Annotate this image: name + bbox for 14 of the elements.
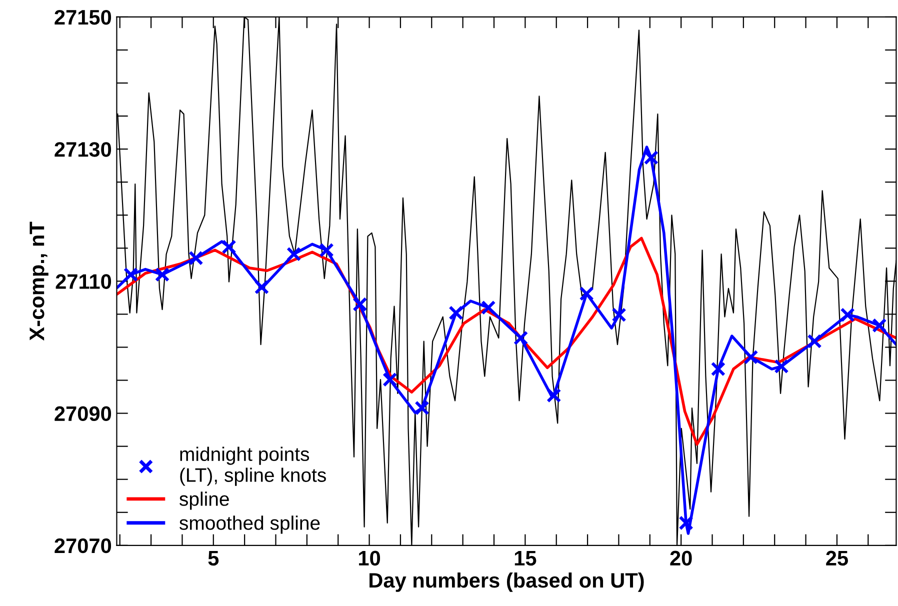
y-tick-label: 27110 bbox=[56, 274, 112, 289]
x-tick-label: 15 bbox=[514, 551, 536, 566]
y-tick-label: 27090 bbox=[54, 406, 112, 422]
y-tick-label: 27130 bbox=[54, 142, 112, 157]
x-tick-label: 10 bbox=[359, 550, 380, 566]
y-tick-label: 27150 bbox=[54, 10, 112, 25]
y-tick-label: 27070 bbox=[54, 538, 112, 554]
x-tick-label: 20 bbox=[670, 550, 692, 566]
legend-label: spline bbox=[180, 492, 229, 510]
x-axis-title: Day numbers (based on UT) bbox=[370, 572, 644, 592]
legend-label: smoothed spline bbox=[180, 516, 320, 534]
x-tick-label: 25 bbox=[826, 550, 848, 566]
x-tick-label: 5 bbox=[208, 551, 219, 566]
y-axis-title: X-comp., nT bbox=[30, 222, 48, 341]
